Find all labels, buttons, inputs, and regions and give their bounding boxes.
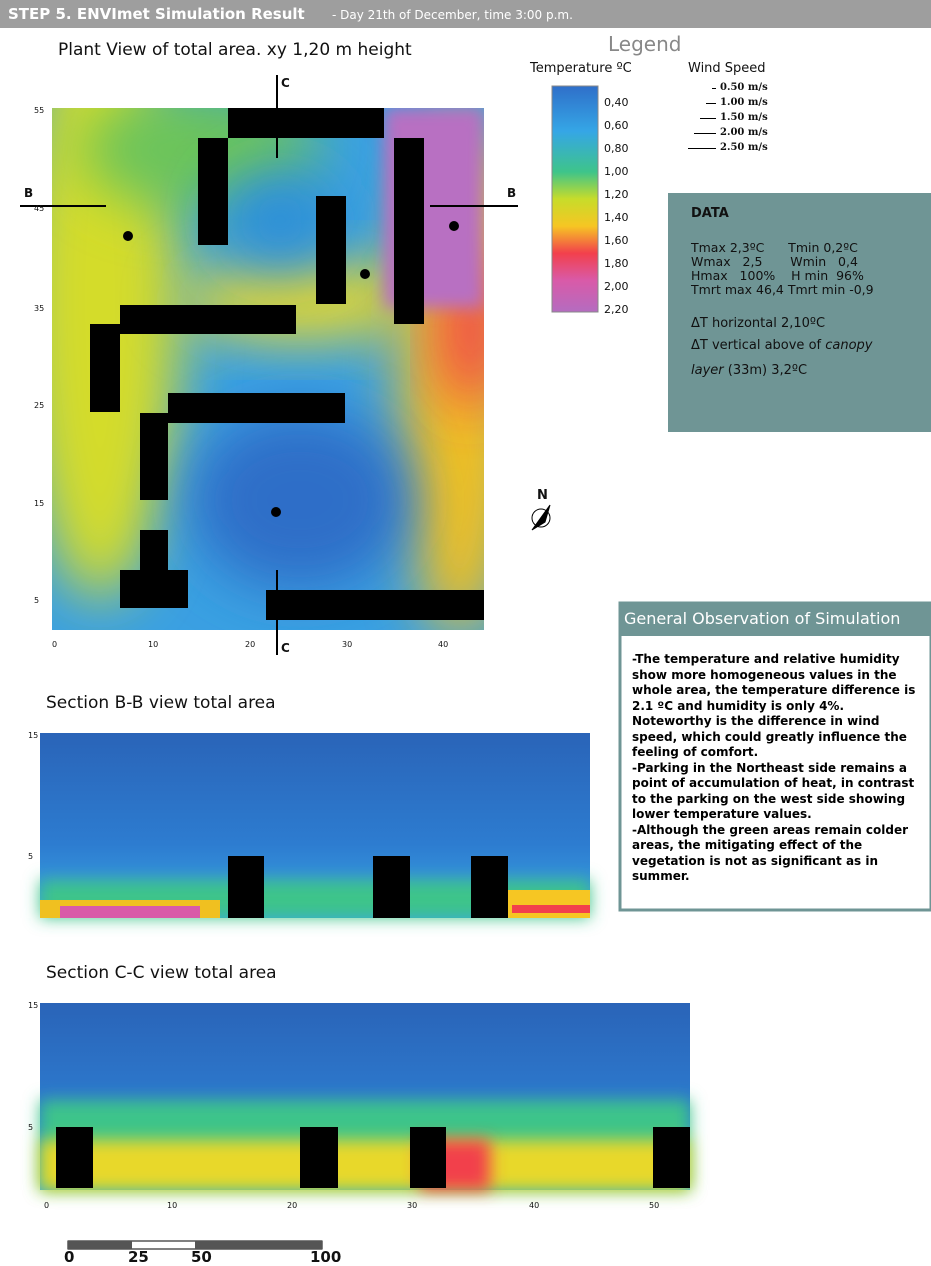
data-line: Tmrt max 46,4 Tmrt min -0,9 bbox=[691, 282, 874, 297]
observation-header bbox=[620, 603, 931, 636]
temperature-title: Temperature ºC bbox=[530, 61, 632, 76]
section-bb-title: Section B-B view total area bbox=[46, 693, 276, 713]
section-lines bbox=[20, 75, 518, 655]
text: ΔT vertical above of bbox=[691, 338, 822, 353]
plant-title: Plant View of total area. xy 1,20 m heig… bbox=[58, 40, 412, 60]
y-tick-label: 15 bbox=[34, 499, 45, 508]
section-mark: C bbox=[281, 76, 290, 90]
dt-layer: layer (33m) 3,2ºC bbox=[691, 363, 807, 378]
wind-arrow bbox=[688, 148, 716, 149]
y-tick-label: 35 bbox=[34, 304, 45, 313]
x-tick-label: 0 bbox=[52, 640, 58, 649]
legend-label: 1,80 bbox=[604, 257, 629, 270]
observation-item: -The temperature and relative humidity s… bbox=[632, 652, 916, 759]
legend-label: 0,60 bbox=[604, 119, 629, 132]
wind-label: 1.50 m/s bbox=[700, 112, 768, 123]
y-tick-label: 25 bbox=[34, 401, 45, 410]
legend-label: 1,20 bbox=[604, 188, 629, 201]
section-cc bbox=[40, 1003, 690, 1190]
y-tick-label: 5 bbox=[28, 1123, 34, 1132]
x-tick-label: 30 bbox=[342, 640, 353, 649]
scale-bar bbox=[67, 1240, 323, 1250]
text: layer bbox=[691, 363, 724, 378]
observation-box bbox=[618, 601, 931, 912]
y-tick-label: 15 bbox=[28, 731, 39, 740]
data-line: Wmax 2,5 Wmin 0,4 bbox=[691, 254, 858, 269]
y-tick-label: 5 bbox=[28, 852, 34, 861]
x-tick-label: 20 bbox=[245, 640, 256, 649]
legend-label: 2,20 bbox=[604, 303, 629, 316]
legend-label: 1,40 bbox=[604, 211, 629, 224]
observation-items: -The temperature and relative humidity s… bbox=[632, 652, 926, 885]
section-mark: B bbox=[24, 186, 34, 200]
x-tick-label: 30 bbox=[407, 1201, 418, 1210]
wind-label: 1.00 m/s bbox=[706, 97, 768, 108]
wind-arrow bbox=[706, 103, 716, 104]
section-mark: B bbox=[507, 186, 517, 200]
wind-label: 0.50 m/s bbox=[712, 82, 768, 93]
section-mark: C bbox=[281, 641, 290, 655]
y-tick-label: 5 bbox=[34, 596, 40, 605]
section-bb bbox=[40, 733, 590, 918]
y-tick-label: 45 bbox=[34, 204, 45, 213]
legend-label: 1,60 bbox=[604, 234, 629, 247]
legend-title: Legend bbox=[608, 32, 682, 56]
observation-title: General Observation of Simulation bbox=[624, 609, 901, 628]
legend-label: 2,00 bbox=[604, 280, 629, 293]
legend-label: 0,40 bbox=[604, 96, 629, 109]
x-tick-label: 0 bbox=[44, 1201, 50, 1210]
observation-item: -Although the green areas remain colder … bbox=[632, 822, 909, 884]
markers bbox=[123, 221, 459, 517]
observation-item: -Parking in the Northeast side remains a… bbox=[632, 760, 915, 822]
data-line: Tmax 2,3ºC Tmin 0,2ºC bbox=[691, 240, 858, 255]
text: (33m) 3,2ºC bbox=[727, 363, 808, 378]
legend-label: 1,00 bbox=[604, 165, 629, 178]
scale-label: 25 bbox=[128, 1248, 149, 1266]
header-subtitle: - Day 21th of December, time 3:00 p.m. bbox=[332, 8, 573, 22]
y-tick-label: 55 bbox=[34, 106, 45, 115]
data-line: Hmax 100% H min 96% bbox=[691, 268, 864, 283]
wind-label: 2.00 m/s bbox=[694, 127, 768, 138]
wind-label: 2.50 m/s bbox=[688, 142, 768, 153]
scale-label: 50 bbox=[191, 1248, 212, 1266]
scale-label: 0 bbox=[64, 1248, 75, 1266]
header-bar bbox=[0, 0, 931, 28]
header-title: STEP 5. ENVImet Simulation Result bbox=[8, 5, 305, 23]
north-label: N bbox=[537, 488, 548, 503]
plant-map bbox=[52, 108, 484, 630]
x-tick-label: 20 bbox=[287, 1201, 298, 1210]
data-title: DATA bbox=[691, 206, 729, 221]
legend-label: 0,80 bbox=[604, 142, 629, 155]
y-tick-label: 15 bbox=[28, 1001, 39, 1010]
x-tick-label: 10 bbox=[167, 1201, 178, 1210]
wind-arrow bbox=[712, 88, 716, 89]
north-arrow bbox=[531, 504, 551, 531]
wind-arrow bbox=[694, 133, 716, 134]
x-tick-label: 40 bbox=[529, 1201, 540, 1210]
text: canopy bbox=[825, 338, 873, 353]
dt-horizontal: ΔT horizontal 2,10ºC bbox=[691, 316, 826, 331]
colorbar bbox=[551, 85, 599, 313]
section-cc-title: Section C-C view total area bbox=[46, 963, 277, 983]
wind-arrow bbox=[700, 118, 716, 119]
scale-label: 100 bbox=[310, 1248, 342, 1266]
dt-vertical: ΔT vertical above of canopy bbox=[691, 338, 873, 353]
data-box bbox=[668, 193, 931, 432]
x-tick-label: 40 bbox=[438, 640, 449, 649]
x-tick-label: 50 bbox=[649, 1201, 660, 1210]
wind-title: Wind Speed bbox=[688, 61, 766, 76]
x-tick-label: 10 bbox=[148, 640, 159, 649]
